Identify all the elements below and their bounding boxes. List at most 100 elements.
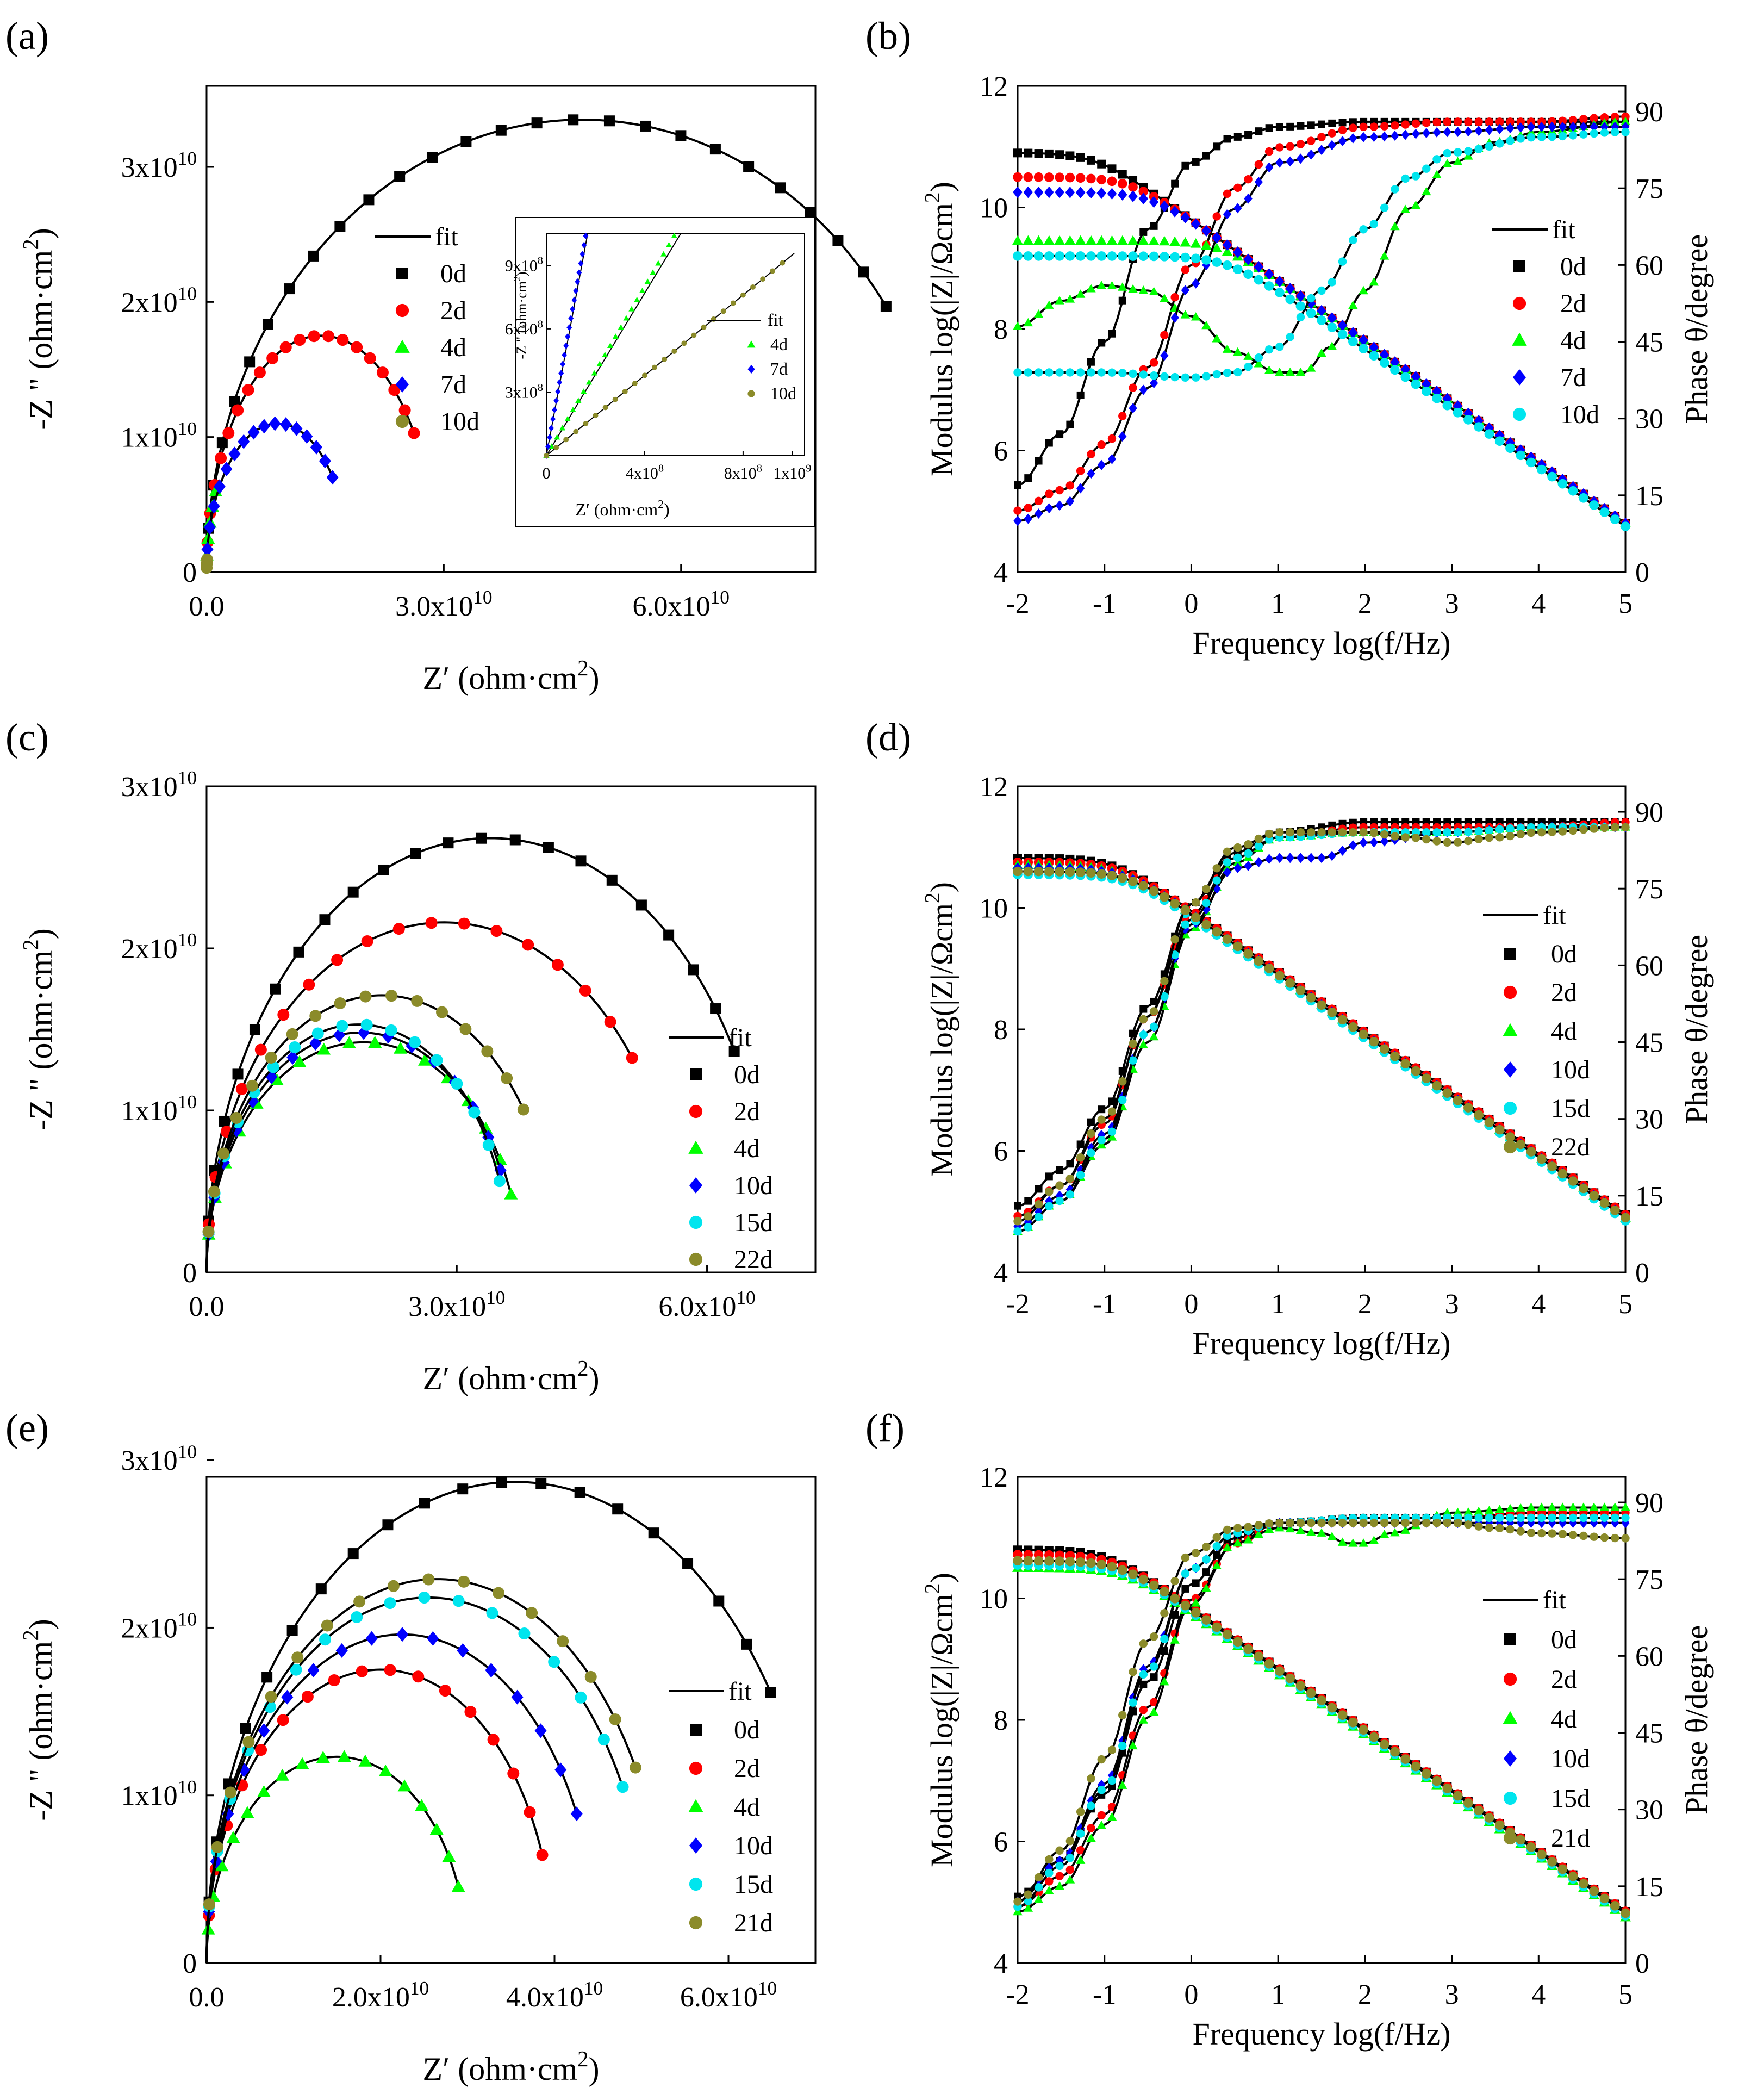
phase-point-10d xyxy=(1590,129,1598,138)
phase-point-21d xyxy=(1181,1553,1190,1562)
inset-background xyxy=(515,217,815,527)
modulus-point-4d xyxy=(1148,235,1160,245)
modulus-point-2d xyxy=(1107,176,1117,187)
legend-marker-15d xyxy=(1503,1791,1517,1805)
legend-label-2d: 2d xyxy=(1560,289,1586,318)
phase-point-22d xyxy=(1202,885,1211,893)
x-tick-label: 5 xyxy=(1618,1289,1632,1320)
modulus-point-4d xyxy=(1127,235,1139,245)
modulus-point-21d xyxy=(1023,1556,1033,1566)
phase-point-15d xyxy=(1160,1635,1169,1644)
modulus-point-21d xyxy=(1494,1820,1505,1830)
modulus-point-2d xyxy=(1117,178,1127,189)
data-point-15d xyxy=(482,1139,495,1151)
data-point-2d xyxy=(522,939,534,951)
phase-point-0d xyxy=(1181,1585,1189,1593)
phase-point-4d xyxy=(1233,1538,1243,1547)
data-point-0d xyxy=(457,1483,469,1495)
modulus-point-22d xyxy=(1317,1000,1326,1010)
inset-point-7d xyxy=(549,425,554,432)
phase-point-15d xyxy=(1181,920,1190,929)
phase-point-2d xyxy=(1495,117,1504,126)
inset-point-10d xyxy=(593,413,599,419)
x-axis-label: Z′ (ohm·cm2) xyxy=(422,656,599,696)
modulus-point-4d xyxy=(1075,235,1086,245)
phase-point-0d xyxy=(1223,1537,1231,1545)
data-point-22d xyxy=(501,1072,513,1085)
phase-point-10d xyxy=(1212,370,1221,379)
inset-point-7d xyxy=(560,361,566,368)
phase-point-15d xyxy=(1181,1569,1190,1578)
modulus-point-10d xyxy=(1295,301,1306,311)
inset-y-axis-label: -Z " (ohm·cm2) xyxy=(512,272,529,359)
phase-point-7d xyxy=(1621,121,1630,132)
modulus-point-21d xyxy=(1379,1739,1389,1749)
data-point-15d xyxy=(597,1734,610,1746)
legend: fit 0d 2d 4d 10d 15d 22d xyxy=(669,1023,773,1274)
modulus-point-10d xyxy=(1055,251,1064,261)
phase-point-4d xyxy=(1453,157,1463,165)
phase-point-21d xyxy=(1254,1520,1263,1530)
modulus-point-21d xyxy=(1117,1565,1127,1575)
modulus-point-22d xyxy=(1117,873,1127,883)
modulus-point-7d xyxy=(1117,189,1127,201)
phase-point-4d xyxy=(1516,1503,1525,1512)
phase-point-7d xyxy=(1307,149,1316,160)
data-point-2d xyxy=(361,935,373,948)
phase-point-10d xyxy=(1065,368,1075,377)
data-point-2d xyxy=(303,978,315,991)
legend-marker-15d xyxy=(1503,1101,1517,1115)
phase-point-22d xyxy=(1170,935,1179,944)
modulus-point-7d xyxy=(1295,290,1306,302)
inset-point-4d xyxy=(639,288,646,293)
data-point-15d xyxy=(575,1691,587,1704)
phase-point-21d xyxy=(1590,1532,1598,1541)
data-point-2d xyxy=(253,366,266,379)
phase-point-2d xyxy=(1380,122,1389,131)
y2-tick-label: 0 xyxy=(1635,1258,1649,1289)
data-point-15d xyxy=(311,1027,324,1040)
legend-fit-label: fit xyxy=(1552,215,1575,244)
data-point-15d xyxy=(486,1607,498,1619)
phase-point-7d xyxy=(1443,127,1452,138)
inset-point-4d xyxy=(553,434,560,440)
phase-point-22d xyxy=(1411,834,1420,842)
phase-point-15d xyxy=(1548,1513,1556,1522)
data-point-7d xyxy=(201,542,214,557)
x-axis-label: Frequency log(f/Hz) xyxy=(1192,1326,1450,1361)
panel-label: (e) xyxy=(5,1406,49,1450)
phase-point-10d xyxy=(1139,370,1148,379)
x-tick-label: 4.0x1010 xyxy=(506,1977,603,2013)
phase-point-10d xyxy=(1233,368,1242,377)
data-point-21d xyxy=(321,1619,333,1632)
data-point-0d xyxy=(688,964,699,976)
modulus-point-7d xyxy=(1107,188,1117,200)
phase-point-7d xyxy=(1537,121,1546,132)
phase-point-0d xyxy=(1349,118,1357,126)
phase-point-21d xyxy=(1558,1530,1567,1538)
modulus-point-22d xyxy=(1327,1007,1337,1017)
phase-point-15d xyxy=(1149,1662,1158,1671)
nyquist-plot-a: 0.0 3.0x1010 6.0x1010 0 1x1010 2x1010 3x1010 Z′… xyxy=(18,85,892,696)
x-tick-label: 2.0x1010 xyxy=(332,1977,429,2013)
legend-marker-4d xyxy=(1512,332,1527,346)
phase-point-10d xyxy=(1013,368,1022,377)
inset-point-4d xyxy=(549,443,555,449)
phase-point-21d xyxy=(1338,1518,1347,1527)
modulus-point-21d xyxy=(1589,1886,1599,1896)
panel-label: (b) xyxy=(865,14,911,58)
legend: fit 0d 2d 4d 10d 15d 21d xyxy=(1483,1586,1590,1853)
modulus-point-22d xyxy=(1065,867,1075,877)
inset-legend-label-7d: 7d xyxy=(770,359,788,378)
legend-label-2d: 2d xyxy=(734,1097,760,1126)
data-point-0d xyxy=(710,1003,721,1015)
x-tick-label: 1 xyxy=(1271,588,1285,619)
modulus-point-21d xyxy=(1516,1835,1526,1845)
modulus-point-10d xyxy=(1096,251,1107,261)
modulus-point-22d xyxy=(1526,1147,1536,1157)
phase-point-4d xyxy=(1243,351,1253,360)
modulus-point-22d xyxy=(1579,1183,1588,1194)
phase-point-21d xyxy=(1579,1531,1588,1540)
modulus-point-21d xyxy=(1254,1651,1264,1662)
legend-marker-10d xyxy=(689,1837,703,1854)
